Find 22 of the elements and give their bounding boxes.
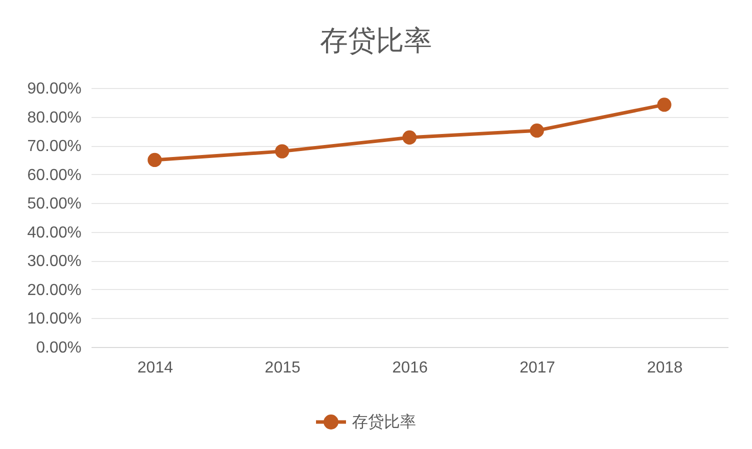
y-tick-label: 70.00% — [27, 138, 82, 156]
point — [657, 98, 672, 112]
chart-title: 存贷比率 — [320, 25, 432, 56]
y-tick-label: 80.00% — [27, 109, 82, 126]
y-tick-label: 50.00% — [27, 196, 82, 213]
legend-label: 存贷比率 — [352, 413, 416, 431]
point — [148, 152, 162, 167]
y-tick-label: 60.00% — [27, 166, 82, 184]
x-tick-label: 2016 — [392, 360, 428, 376]
y-tick-label: 30.00% — [27, 253, 82, 270]
x-tick-label: 2014 — [137, 360, 174, 376]
y-tick-label: 0.00% — [36, 340, 82, 356]
y-tick-label: 90.00% — [27, 80, 82, 98]
point — [402, 130, 417, 145]
x-tick-label: 2017 — [520, 360, 556, 376]
y-tick-label: 10.00% — [27, 310, 82, 328]
x-tick-label: 2015 — [264, 360, 300, 376]
x-tick-label: 2018 — [647, 360, 683, 376]
y-tick-label: 40.00% — [27, 224, 82, 242]
point — [275, 144, 290, 158]
point — [530, 124, 544, 138]
y-tick-label: 20.00% — [27, 282, 82, 299]
